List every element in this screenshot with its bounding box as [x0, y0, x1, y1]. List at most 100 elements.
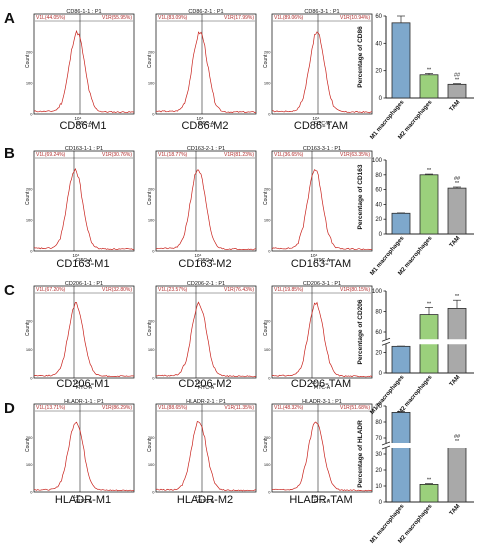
plot-frame	[271, 150, 373, 252]
y-tick-label: 200	[148, 187, 155, 192]
x-category-label: TAM	[449, 374, 462, 387]
y-tick-label: 0	[30, 490, 33, 495]
plot-frame	[155, 150, 257, 252]
gate-right-label: V1R(30.76%)	[102, 152, 132, 158]
histogram-title: HLADR-3-1 : P1	[302, 399, 342, 405]
histogram-caption: CD206-M2	[178, 378, 232, 390]
histogram-title: CD163-3-1 : P1	[303, 146, 341, 152]
x-tick-label: 10⁴	[74, 494, 81, 499]
y-tick-label: 80	[375, 173, 382, 179]
y-tick-label: 100	[26, 462, 33, 467]
x-axis-label: FITC-A	[314, 385, 331, 391]
significance-mark: **	[427, 301, 432, 307]
y-tick-label: 30	[375, 452, 382, 458]
y-tick-label: 20	[375, 69, 382, 75]
y-tick-label: 80	[375, 420, 382, 426]
y-tick-label: 200	[26, 318, 33, 323]
x-axis-label: FITC-A	[314, 258, 331, 264]
gate-right-label: V1R(17.99%)	[224, 15, 254, 21]
x-axis-label: FITC-A	[198, 258, 215, 264]
x-tick-label: 10⁴	[196, 494, 203, 499]
y-tick-label: 0	[379, 371, 383, 377]
y-tick-label: 200	[26, 187, 33, 192]
y-tick-label: 200	[148, 318, 155, 323]
gate-left-label: V1L(44.05%)	[36, 15, 66, 21]
histogram-title: CD86-1-1 : P1	[66, 9, 101, 15]
gate-left-label: V1L(67.20%)	[36, 287, 66, 293]
gate-right-label: V1R(80.15%)	[340, 287, 370, 293]
y-tick-label: 20	[375, 468, 382, 474]
y-tick-label: 100	[264, 81, 271, 86]
y-tick-label: 100	[148, 218, 155, 223]
bar-m1-macrophages	[391, 212, 411, 235]
axis-break-mark	[381, 441, 391, 446]
x-axis-label: FITC-A	[198, 385, 215, 391]
gate-left-label: V1L(19.85%)	[274, 287, 304, 293]
gate-right-label: V1R(10.94%)	[340, 15, 370, 21]
panel-letter-a: A	[4, 10, 15, 27]
significance-mark: ##	[454, 434, 461, 440]
x-category-label: TAM	[449, 99, 462, 112]
y-tick-label: 0	[152, 376, 155, 381]
y-tick-label: 200	[264, 318, 271, 323]
x-axis-label: FITC-A	[76, 499, 93, 505]
y-axis-label: Count	[263, 322, 269, 336]
y-axis-label: Count	[263, 54, 269, 68]
y-tick-label: 200	[26, 435, 33, 440]
y-tick-label: 0	[379, 96, 383, 102]
y-tick-label: 100	[264, 462, 271, 467]
bar-m1-macrophages	[391, 345, 411, 374]
gate-left-label: V1L(69.24%)	[36, 152, 66, 158]
histogram-curve	[155, 421, 256, 492]
panel-letter-d: D	[4, 400, 15, 417]
histogram-curve	[155, 31, 257, 114]
y-tick-label: 20	[375, 351, 382, 357]
plot-frame	[271, 403, 373, 493]
y-tick-label: 90	[375, 404, 382, 410]
plot-frame	[155, 403, 257, 493]
histogram-caption: CD206-M1	[56, 378, 110, 390]
y-axis-label: Count	[147, 322, 153, 336]
histogram-curve	[33, 302, 135, 378]
histogram-caption: HLADR-M2	[176, 494, 234, 506]
x-axis-label: FITC-A	[76, 385, 93, 391]
significance-mark: **	[455, 78, 460, 84]
histogram-caption: CD86-M1	[59, 120, 107, 132]
y-tick-label: 100	[26, 218, 33, 223]
x-tick-label: 10⁴	[197, 116, 204, 121]
y-tick-label: 0	[30, 249, 33, 254]
y-tick-label: 60	[375, 330, 382, 336]
gate-right-label: V1R(86.29%)	[102, 405, 132, 411]
x-tick-label: 10⁴	[75, 116, 82, 121]
y-tick-label: 0	[268, 249, 271, 254]
bar-tam	[447, 83, 467, 99]
significance-mark: **	[427, 478, 432, 484]
histogram-curve	[155, 169, 256, 251]
panel-letter-c: C	[4, 282, 15, 299]
histogram-caption: CD86-TAM	[293, 120, 349, 132]
histogram-curve	[271, 31, 373, 114]
y-axis-label: Percentage of CD206	[357, 299, 364, 364]
x-category-label: TAM	[449, 503, 462, 516]
gate-right-label: V1R(55.95%)	[102, 15, 132, 21]
y-axis-label: Count	[147, 191, 153, 205]
histogram-curve	[271, 169, 373, 251]
y-tick-label: 0	[152, 112, 155, 117]
y-tick-label: 0	[379, 500, 383, 506]
plot-frame	[33, 150, 135, 252]
gate-left-label: V1L(88.65%)	[158, 405, 188, 411]
y-axis-label: Count	[147, 438, 153, 452]
